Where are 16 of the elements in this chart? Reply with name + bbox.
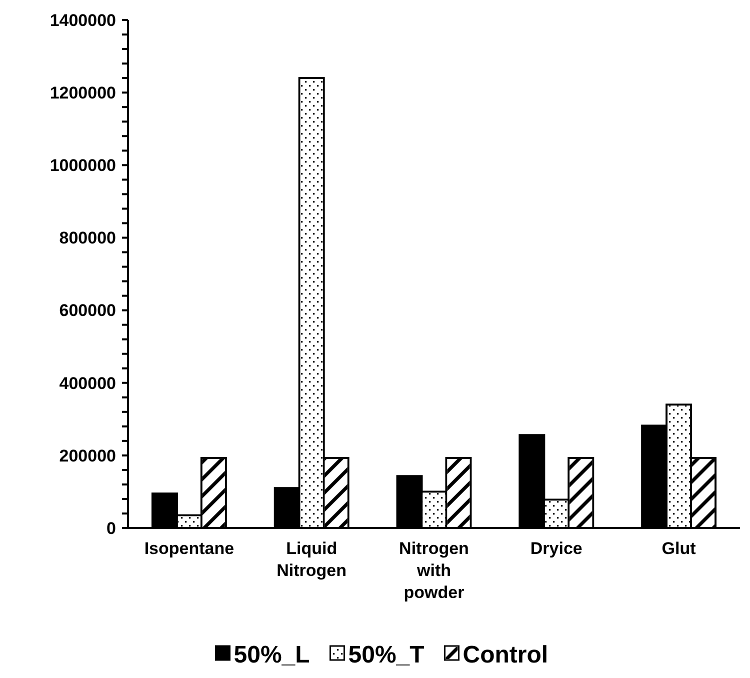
x-tick-label: Glut xyxy=(662,539,696,558)
y-tick-label: 200000 xyxy=(59,446,116,466)
x-tick-label: Dryice xyxy=(530,539,582,558)
x-tick-label: Isopentane xyxy=(144,539,234,558)
legend-label: Control xyxy=(462,641,548,668)
y-tick-label: 1400000 xyxy=(50,10,116,30)
y-tick-label: 0 xyxy=(106,518,116,538)
y-tick-label: 1000000 xyxy=(50,156,116,176)
y-tick-label: 800000 xyxy=(59,228,116,248)
x-tick-label: Liquid Nitrogen xyxy=(276,539,347,580)
y-tick-label: 400000 xyxy=(59,374,116,393)
legend-label: 50%_T xyxy=(348,641,425,668)
y-tick-label: 600000 xyxy=(59,301,116,320)
legend-label: 50%_L xyxy=(234,641,310,668)
y-tick-label: 1200000 xyxy=(50,84,116,103)
x-tick-label: Nitrogen with powder xyxy=(399,539,469,602)
